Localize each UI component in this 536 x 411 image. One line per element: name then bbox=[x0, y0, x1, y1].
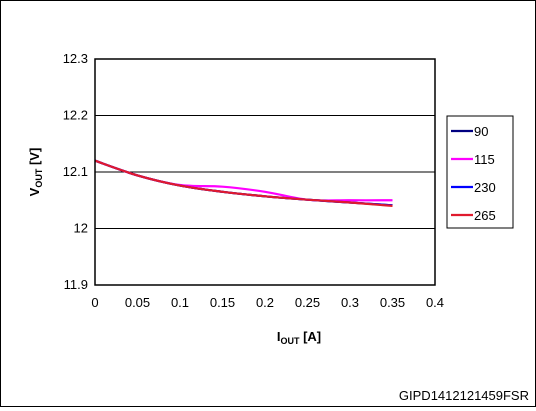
legend-label-230: 230 bbox=[474, 180, 496, 195]
y-tick-label: 11.9 bbox=[64, 277, 88, 292]
x-tick-labels: 0 0.05 0.1 0.15 0.2 0.25 0.3 0.35 0.4 bbox=[91, 295, 444, 310]
series-lines bbox=[94, 159, 393, 207]
y-tick-label: 12 bbox=[74, 221, 88, 236]
x-tick-label: 0.3 bbox=[341, 295, 359, 310]
y-tick-label: 12.2 bbox=[63, 108, 88, 123]
x-tick-label: 0.25 bbox=[295, 295, 320, 310]
x-tick-label: 0.4 bbox=[426, 295, 444, 310]
x-axis-label: IOUT [A] bbox=[277, 329, 321, 346]
y-tick-label: 12.1 bbox=[63, 164, 88, 179]
x-tick-label: 0.15 bbox=[210, 295, 235, 310]
x-tick-label: 0.1 bbox=[171, 295, 189, 310]
figure-id: GIPD1412121459FSR bbox=[399, 388, 529, 403]
y-axis-label: VOUT [V] bbox=[27, 148, 44, 197]
x-tick-label: 0.2 bbox=[256, 295, 274, 310]
x-tick-label: 0 bbox=[91, 295, 98, 310]
legend-box bbox=[446, 115, 514, 229]
x-tick-label: 0.35 bbox=[380, 295, 405, 310]
y-tick-labels: 11.9 12 12.1 12.2 12.3 bbox=[63, 51, 88, 292]
series-line-265 bbox=[94, 159, 393, 207]
plot-border bbox=[94, 58, 436, 286]
legend-label-265: 265 bbox=[474, 208, 496, 223]
legend: 90 115 230 265 bbox=[446, 115, 514, 229]
legend-label-90: 90 bbox=[474, 124, 488, 139]
y-tick-label: 12.3 bbox=[63, 51, 88, 66]
legend-label-115: 115 bbox=[474, 152, 495, 167]
x-tick-label: 0.05 bbox=[125, 295, 150, 310]
